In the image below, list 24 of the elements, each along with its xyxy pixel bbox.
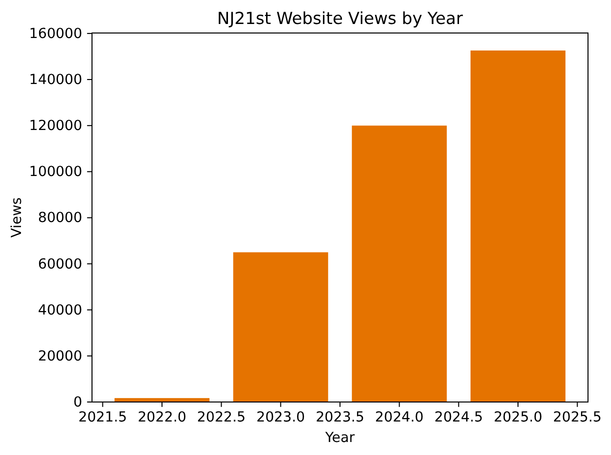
y-tick-label: 140000: [29, 72, 82, 88]
y-tick-label: 120000: [29, 118, 82, 134]
y-axis-title: Views: [9, 197, 25, 238]
x-tick-label: 2025.5: [553, 410, 602, 426]
y-tick-label: 0: [73, 394, 82, 410]
x-tick-label: 2022.5: [197, 410, 246, 426]
bar: [352, 126, 447, 402]
x-tick-label: 2024.5: [434, 410, 483, 426]
bar: [470, 50, 566, 402]
x-tick-label: 2024.0: [375, 410, 424, 426]
y-tick-label: 40000: [38, 302, 82, 318]
x-tick-label: 2021.5: [78, 410, 127, 426]
x-axis-title: Year: [324, 430, 355, 446]
y-tick-label: 60000: [38, 256, 82, 272]
y-tick-label: 20000: [38, 348, 82, 364]
x-tick-label: 2023.5: [316, 410, 364, 426]
y-tick-label: 100000: [29, 164, 82, 180]
x-tick-label: 2025.0: [494, 410, 542, 426]
chart-title: NJ21st Website Views by Year: [217, 8, 463, 28]
y-tick-label: 160000: [29, 26, 82, 42]
y-tick-label: 80000: [38, 210, 82, 226]
x-tick-label: 2022.0: [138, 410, 186, 426]
bar: [233, 252, 328, 402]
x-tick-label: 2023.0: [256, 410, 305, 426]
